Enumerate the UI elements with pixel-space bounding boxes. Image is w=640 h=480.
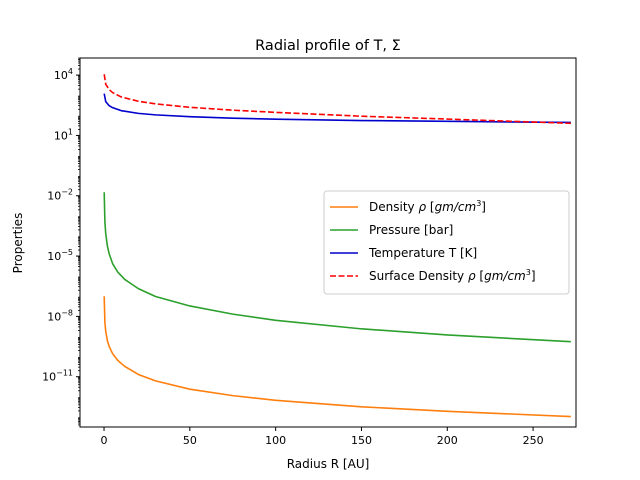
- y-tick-label: 10−5: [47, 248, 73, 263]
- chart-title: Radial profile of T, Σ: [255, 38, 401, 54]
- legend: Density ρ [gm/cm3] Pressure [bar] Temperat…: [323, 190, 570, 295]
- y-tick-label: 104: [54, 67, 73, 82]
- legend-label: Surface Density ρ [gm/cm3]: [369, 268, 536, 283]
- x-tick-label: 0: [101, 434, 108, 447]
- x-tick-label: 150: [351, 434, 372, 447]
- series-line-1: [103, 192, 571, 343]
- series-line-2: [103, 93, 571, 124]
- y-tick-label: 10−11: [42, 369, 73, 384]
- x-tick-label: 100: [265, 434, 286, 447]
- series-line-0: [103, 296, 571, 418]
- x-tick-label: 50: [183, 434, 197, 447]
- plot-frame: [79, 57, 577, 428]
- legend-label: Density ρ [gm/cm3]: [369, 199, 486, 214]
- plot-lines: [103, 74, 571, 418]
- x-axis: 0 50 100 150 200 250: [101, 427, 544, 447]
- legend-label: Temperature T [K]: [368, 246, 477, 260]
- y-tick-label: 10−2: [47, 188, 73, 203]
- y-tick-label: 10−8: [47, 308, 73, 323]
- legend-label: Pressure [bar]: [369, 223, 453, 237]
- series-line-3: [103, 74, 571, 125]
- legend-box: [323, 190, 570, 295]
- y-axis-label: Properties: [11, 213, 25, 274]
- y-tick-label: 101: [54, 127, 73, 142]
- x-axis-label: Radius R [AU]: [287, 457, 370, 471]
- x-tick-label: 250: [523, 434, 544, 447]
- y-axis: 104 101 10−2 10−5 10−8 10−11: [42, 57, 80, 426]
- x-tick-label: 200: [437, 434, 458, 447]
